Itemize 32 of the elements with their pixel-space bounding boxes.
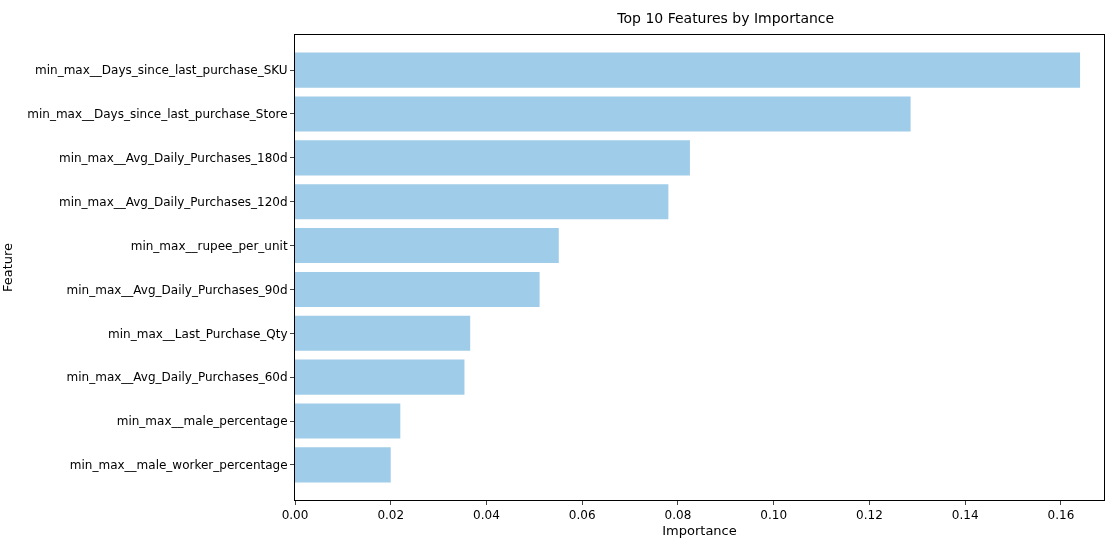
y-tick-label: min_max__Days_since_last_purchase_SKU bbox=[35, 63, 288, 78]
y-tick-label: min_max__male_percentage bbox=[116, 414, 288, 429]
y-tick-label: min_max__Avg_Daily_Purchases_180d bbox=[58, 151, 288, 166]
x-tick-label: 0.06 bbox=[568, 508, 596, 523]
bar bbox=[295, 228, 559, 264]
x-tick-label: 0.14 bbox=[951, 508, 979, 523]
bar bbox=[295, 315, 471, 351]
y-tick-label: min_max__Days_since_last_purchase_Store bbox=[27, 107, 288, 122]
bar bbox=[295, 359, 465, 395]
x-tick-label: 0.00 bbox=[281, 508, 309, 523]
y-tick-label: min_max__rupee_per_unit bbox=[130, 238, 288, 253]
bar bbox=[295, 403, 401, 439]
x-tick-label: 0.16 bbox=[1047, 508, 1075, 523]
x-tick-label: 0.02 bbox=[377, 508, 405, 523]
x-tick-label: 0.08 bbox=[664, 508, 692, 523]
y-tick-label: min_max__male_worker_percentage bbox=[69, 458, 288, 473]
x-tick-label: 0.04 bbox=[473, 508, 500, 523]
bar bbox=[295, 52, 1081, 88]
y-tick-label: min_max__Avg_Daily_Purchases_60d bbox=[66, 370, 288, 385]
x-tick-label: 0.12 bbox=[856, 508, 883, 523]
x-tick-label: 0.10 bbox=[760, 508, 788, 523]
x-axis-title: Importance bbox=[662, 523, 737, 538]
bar bbox=[295, 184, 669, 220]
bar bbox=[295, 96, 911, 132]
bar bbox=[295, 447, 391, 483]
y-tick-label: min_max__Avg_Daily_Purchases_90d bbox=[66, 282, 288, 297]
y-axis-title: Feature bbox=[0, 242, 15, 293]
bar bbox=[295, 140, 690, 176]
bar bbox=[295, 271, 540, 307]
chart-title: Top 10 Features by Importance bbox=[616, 10, 835, 27]
y-tick-label: min_max__Last_Purchase_Qty bbox=[108, 326, 288, 341]
y-tick-label: min_max__Avg_Daily_Purchases_120d bbox=[58, 194, 288, 209]
